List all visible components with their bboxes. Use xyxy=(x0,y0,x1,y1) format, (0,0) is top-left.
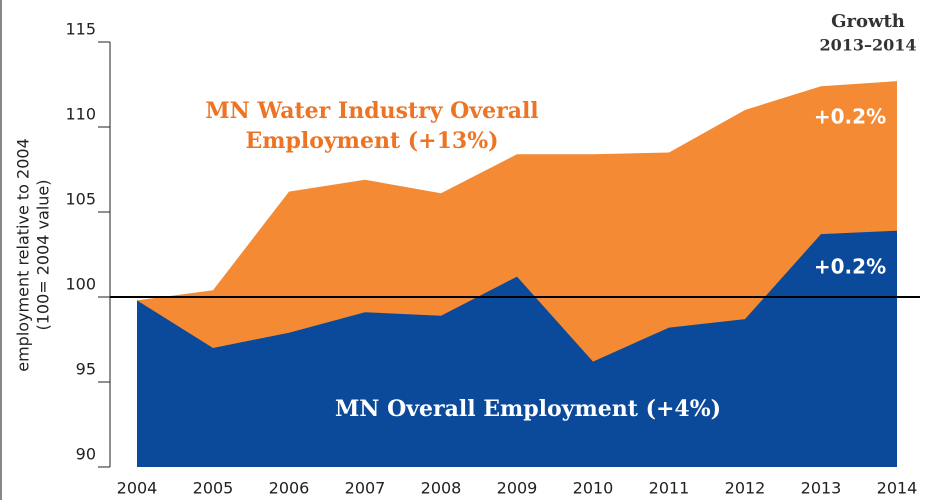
annotation: +0.2% xyxy=(814,105,886,129)
y-tick-label: 110 xyxy=(65,105,96,124)
annotation: +0.2% xyxy=(814,255,886,279)
areas xyxy=(137,81,897,467)
y-tick-label: 115 xyxy=(65,20,96,39)
x-tick-label: 2004 xyxy=(117,479,158,498)
x-tick-label: 2011 xyxy=(649,479,690,498)
y-axis-label: (100= 2004 value) xyxy=(34,179,53,330)
y-axis-label: employment relative to 2004 xyxy=(14,138,33,372)
x-tick-label: 2014 xyxy=(877,479,918,498)
x-tick-label: 2012 xyxy=(725,479,766,498)
area xyxy=(137,230,897,467)
y-tick-label: 105 xyxy=(65,190,96,209)
x-tick-label: 2007 xyxy=(345,479,386,498)
x-tick-label: 2013 xyxy=(801,479,842,498)
x-tick-label: 2009 xyxy=(497,479,538,498)
y-tick-label: 90 xyxy=(76,445,96,464)
x-tick-label: 2010 xyxy=(573,479,614,498)
annotation: MN Overall Employment (+4%) xyxy=(335,396,721,422)
annotation: MN Water Industry Overall xyxy=(205,98,538,124)
annotation: Employment (+13%) xyxy=(245,128,498,154)
x-tick-label: 2005 xyxy=(193,479,234,498)
y-tick-label: 95 xyxy=(76,360,96,379)
annotation: Growth xyxy=(831,11,905,32)
x-tick-label: 2008 xyxy=(421,479,462,498)
y-tick-label: 100 xyxy=(65,275,96,294)
annotation: 2013–2014 xyxy=(819,36,916,55)
x-tick-label: 2006 xyxy=(269,479,310,498)
